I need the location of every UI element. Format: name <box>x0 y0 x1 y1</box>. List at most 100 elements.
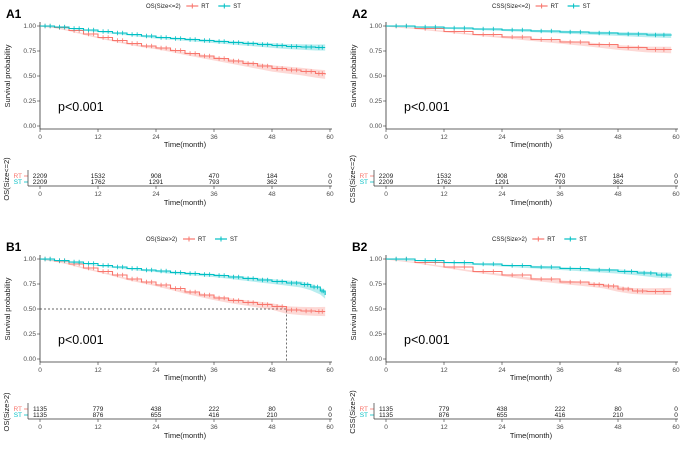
panel-b2: B2 CSS(Size>2) RT ST0.000.250.500.751.000 12… <box>348 236 680 440</box>
x-tick-label: 60 <box>672 134 680 141</box>
risk-count: 80 <box>268 406 276 413</box>
risk-table: RT 1135 779 438 222 80 0ST 1135 876 655 416 210 00 12… <box>348 390 680 440</box>
y-tick-label: 1.00 <box>23 23 36 30</box>
risk-strata-label: ST <box>360 412 368 419</box>
risk-x-tick-label: 60 <box>672 424 680 431</box>
risk-count: 0 <box>674 412 678 419</box>
risk-x-axis-title: Time(month) <box>164 431 207 440</box>
risk-strata-label: RT <box>13 173 22 180</box>
risk-x-tick-label: 0 <box>384 191 388 198</box>
x-tick-label: 36 <box>556 134 564 141</box>
risk-x-tick-label: 12 <box>94 424 102 431</box>
legend-label-st: ST <box>233 4 241 10</box>
risk-strata-label: RT <box>13 406 22 413</box>
risk-count: 1135 <box>379 412 393 419</box>
risk-count: 0 <box>328 406 332 413</box>
x-tick-label: 0 <box>38 134 42 141</box>
legend-title: CSS(Size>2) <box>492 237 527 243</box>
curve-rt <box>386 258 672 293</box>
risk-count: 184 <box>613 173 624 180</box>
x-tick-label: 60 <box>326 367 334 374</box>
risk-count: 222 <box>209 406 220 413</box>
confidence-band-rt <box>40 26 326 79</box>
curve-st <box>40 25 326 49</box>
panel-label: A1 <box>6 7 22 21</box>
y-tick-label: 0.75 <box>369 281 382 288</box>
risk-x-tick-label: 0 <box>38 424 42 431</box>
risk-x-axis-title: Time(month) <box>510 198 553 207</box>
y-tick-label: 0.00 <box>369 356 382 363</box>
risk-count: 1291 <box>149 179 164 186</box>
p-value: p<0.001 <box>58 333 104 347</box>
legend-label-rt: RT <box>201 4 209 10</box>
risk-count: 80 <box>614 406 622 413</box>
risk-count: 416 <box>555 412 566 419</box>
risk-x-tick-label: 48 <box>268 191 276 198</box>
risk-count: 1762 <box>91 179 106 186</box>
risk-x-tick-label: 48 <box>614 424 622 431</box>
series-st <box>40 256 326 299</box>
legend-label-st: ST <box>579 237 587 243</box>
legend: OS(Size>2) RT ST <box>146 236 238 243</box>
y-axis-title: Survival probability <box>3 277 12 340</box>
risk-x-tick-label: 36 <box>210 424 218 431</box>
series-rt <box>40 256 326 317</box>
risk-count: 1532 <box>437 173 452 180</box>
curve-rt <box>40 258 326 313</box>
x-tick-label: 0 <box>384 367 388 374</box>
y-tick-label: 0.25 <box>23 331 36 338</box>
x-tick-label: 0 <box>384 134 388 141</box>
risk-count: 1762 <box>437 179 452 186</box>
x-axis-title: Time(month) <box>510 373 553 382</box>
risk-count: 0 <box>674 173 678 180</box>
risk-strata-label: ST <box>14 412 22 419</box>
risk-count: 362 <box>267 179 278 186</box>
x-tick-label: 24 <box>498 134 506 141</box>
y-tick-label: 0.25 <box>369 331 382 338</box>
x-tick-label: 36 <box>556 367 564 374</box>
x-axis-title: Time(month) <box>164 140 207 149</box>
risk-count: 438 <box>497 406 508 413</box>
x-tick-label: 12 <box>94 367 102 374</box>
risk-table: RT 1135 779 438 222 80 0ST 1135 876 655 416 210 00 12… <box>2 392 334 440</box>
risk-count: 0 <box>328 179 332 186</box>
risk-count: 876 <box>439 412 450 419</box>
risk-y-axis-title: CSS(Size>2) <box>348 390 357 434</box>
risk-count: 210 <box>267 412 278 419</box>
risk-count: 779 <box>439 406 450 413</box>
y-tick-label: 0.50 <box>23 73 36 80</box>
y-tick-label: 0.00 <box>23 123 36 130</box>
legend: CSS(Size>2) RT ST <box>492 236 587 243</box>
risk-count: 438 <box>151 406 162 413</box>
risk-x-tick-label: 60 <box>326 424 334 431</box>
x-tick-label: 60 <box>326 134 334 141</box>
risk-count: 908 <box>151 173 162 180</box>
risk-count: 793 <box>209 179 220 186</box>
risk-strata-label: ST <box>360 179 368 186</box>
curve-st <box>40 258 326 295</box>
panel-label: B1 <box>6 240 22 254</box>
risk-table: RT 2209 1532 908 470 184 0ST 2209 1762 1291 793 362… <box>348 155 680 207</box>
risk-x-tick-label: 48 <box>614 191 622 198</box>
series-st <box>40 23 326 51</box>
y-tick-label: 0.50 <box>369 73 382 80</box>
risk-count: 1532 <box>91 173 106 180</box>
legend-label-rt: RT <box>551 4 559 10</box>
risk-count: 222 <box>555 406 566 413</box>
y-tick-label: 0.75 <box>23 48 36 55</box>
p-value: p<0.001 <box>58 100 104 114</box>
x-tick-label: 48 <box>614 367 622 374</box>
x-tick-label: 24 <box>498 367 506 374</box>
legend-title: OS(Size<=2) <box>146 4 181 10</box>
risk-y-axis-title: OS(Size<=2) <box>2 157 11 201</box>
median-survival-line <box>40 308 287 362</box>
legend-label-rt: RT <box>198 237 206 243</box>
x-axis-title: Time(month) <box>164 373 207 382</box>
risk-count: 655 <box>151 412 162 419</box>
y-axis-title: Survival probability <box>349 277 358 340</box>
risk-x-tick-label: 12 <box>94 191 102 198</box>
y-axis-title: Survival probability <box>3 44 12 107</box>
risk-count: 470 <box>209 173 220 180</box>
legend-title: OS(Size>2) <box>146 237 177 243</box>
risk-x-tick-label: 12 <box>440 191 448 198</box>
